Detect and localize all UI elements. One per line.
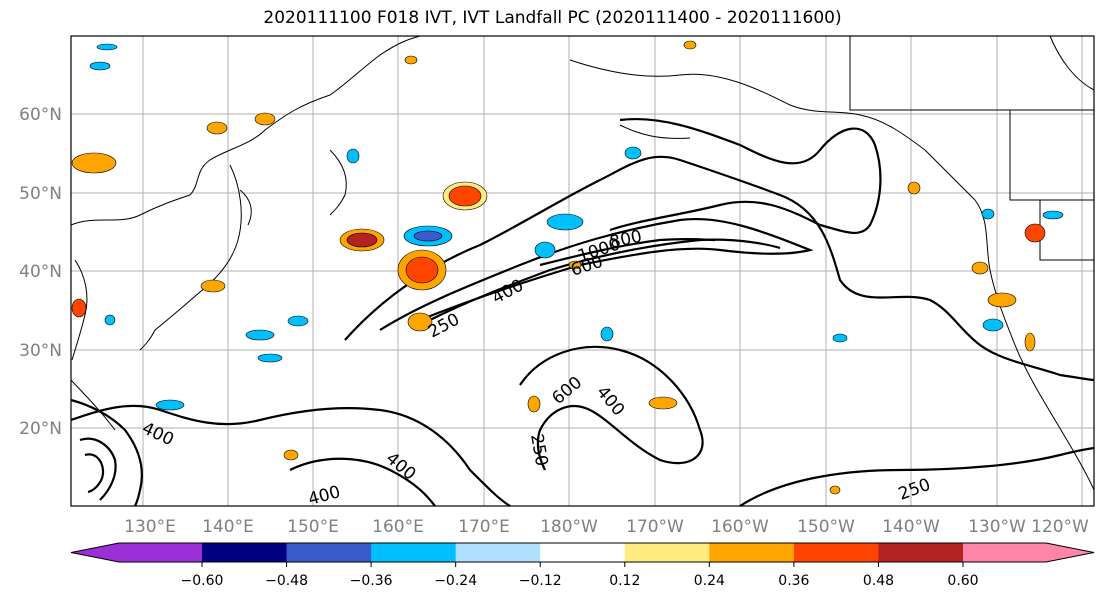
lat-label: 20°N <box>19 419 62 439</box>
pc-positive-patches <box>71 40 1046 495</box>
lon-label: 170°W <box>626 517 684 537</box>
colorbar-tick-label: 0.12 <box>609 573 640 589</box>
colorbar-segment <box>455 543 541 562</box>
colorbar-tick-label: −0.60 <box>181 573 224 589</box>
colorbar-tick-label: −0.48 <box>265 573 308 589</box>
colorbar-segment <box>624 543 710 562</box>
colorbar-tick-label: −0.24 <box>434 573 477 589</box>
colorbar-segment <box>709 543 795 562</box>
colorbar-tick-label: 0.60 <box>947 573 978 589</box>
lat-label: 60°N <box>19 105 62 125</box>
lon-label: 180°W <box>540 517 598 537</box>
colorbar-segment <box>202 543 288 562</box>
lat-label: 30°N <box>19 341 62 361</box>
colorbar-segment <box>793 543 879 562</box>
map-title: 2020111100 F018 IVT, IVT Landfall PC (20… <box>263 8 842 28</box>
lon-label: 120°W <box>1031 517 1089 537</box>
colorbar-tick-label: 0.24 <box>694 573 725 589</box>
pc-negative-patches <box>89 43 1064 411</box>
lon-label: 140°W <box>882 517 940 537</box>
colorbar-segment <box>371 543 457 562</box>
coastlines <box>70 35 1095 491</box>
lon-label: 130°W <box>968 517 1026 537</box>
colorbar-segment <box>963 543 1094 562</box>
colorbar-segment <box>878 543 964 562</box>
lon-label: 160°E <box>372 517 424 537</box>
colorbar-segment <box>540 543 626 562</box>
lat-label: 40°N <box>19 262 62 282</box>
colorbar-segment <box>286 543 372 562</box>
lon-label: 150°W <box>797 517 855 537</box>
lon-label: 140°E <box>202 517 254 537</box>
colorbar-outline <box>70 542 1095 563</box>
lon-label: 130°E <box>124 517 176 537</box>
colorbar-ticks: −0.60 −0.48 −0.36 −0.24 −0.12 0.12 0.24 … <box>181 573 979 589</box>
latitude-labels: 60°N 50°N 40°N 30°N 20°N <box>19 105 62 439</box>
colorbar-tick-label: −0.36 <box>350 573 393 589</box>
colorbar-segment <box>71 543 202 562</box>
lat-label: 50°N <box>19 184 62 204</box>
graticule <box>71 36 1094 506</box>
lon-label: 170°E <box>458 517 510 537</box>
colorbar-tick-label: −0.12 <box>519 573 562 589</box>
colorbar <box>70 542 1095 567</box>
colorbar-tick-label: 0.48 <box>863 573 894 589</box>
lon-label: 150°E <box>287 517 339 537</box>
lon-label: 160°W <box>711 517 769 537</box>
colorbar-tick-label: 0.36 <box>778 573 809 589</box>
longitude-labels: 130°E 140°E 150°E 160°E 170°E 180°W 170°… <box>124 517 1089 537</box>
